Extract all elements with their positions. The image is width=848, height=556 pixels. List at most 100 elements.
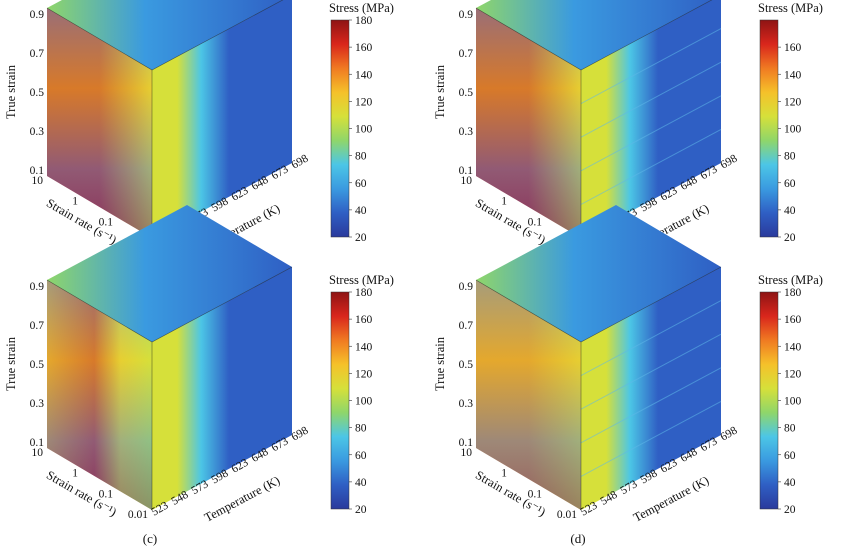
strain-band-line bbox=[580, 95, 722, 172]
colorbar-tick-label: 80 bbox=[784, 423, 796, 435]
z-axis-label: True strain bbox=[4, 336, 18, 391]
colorbar-tick-label: 20 bbox=[355, 504, 367, 516]
z-tick-label: 0.9 bbox=[459, 281, 474, 293]
colorbar-title: Stress (MPa) bbox=[329, 273, 394, 287]
strain-band-line bbox=[580, 300, 722, 377]
y-tick-label: 0.01 bbox=[557, 509, 577, 521]
z-tick-label: 0.7 bbox=[459, 48, 474, 60]
colorbar-tick-label: 120 bbox=[355, 368, 373, 380]
colorbar-tick-label: 140 bbox=[355, 341, 373, 353]
panel-label: (d) bbox=[570, 531, 585, 546]
colorbar-tick-label: 120 bbox=[784, 368, 802, 380]
y-tick-label: 0.1 bbox=[99, 488, 114, 500]
z-tick-label: 0.3 bbox=[30, 126, 45, 138]
colorbar bbox=[330, 19, 350, 238]
colorbar-tick-label: 60 bbox=[784, 178, 796, 190]
x-tick-label: 698 bbox=[290, 152, 311, 171]
colorbar-tick-label: 40 bbox=[355, 477, 367, 489]
top-face bbox=[476, 205, 721, 342]
strain-band-line bbox=[580, 367, 722, 444]
colorbar-tick-label: 140 bbox=[355, 69, 373, 81]
front-face bbox=[152, 267, 292, 510]
colorbar-tick-label: 140 bbox=[784, 69, 802, 81]
z-tick-label: 0.9 bbox=[30, 9, 45, 21]
z-tick-label: 0.1 bbox=[30, 165, 45, 177]
z-tick-label: 0.3 bbox=[459, 126, 474, 138]
z-axis-label: True strain bbox=[4, 64, 18, 119]
z-tick-label: 0.5 bbox=[459, 359, 474, 371]
strain-band-line bbox=[580, 333, 722, 410]
z-tick-label: 0.5 bbox=[459, 87, 474, 99]
y-tick-label: 10 bbox=[32, 175, 44, 187]
colorbar-tick-label: 160 bbox=[355, 314, 373, 326]
colorbar-tick-label: 40 bbox=[784, 205, 796, 217]
colorbar-title: Stress (MPa) bbox=[329, 1, 394, 15]
z-tick-label: 0.3 bbox=[30, 398, 45, 410]
left-face-shade bbox=[476, 8, 581, 238]
front-face bbox=[581, 0, 721, 238]
y-tick-label: 0.1 bbox=[528, 216, 543, 228]
left-face-shade bbox=[476, 280, 581, 510]
colorbar-tick-label: 40 bbox=[355, 205, 367, 217]
colorbar-tick-label: 180 bbox=[784, 287, 802, 299]
x-tick-label: 698 bbox=[290, 424, 311, 443]
y-tick-label: 1 bbox=[501, 468, 507, 480]
colorbar-tick-label: 120 bbox=[355, 96, 373, 108]
z-tick-label: 0.7 bbox=[30, 320, 45, 332]
x-tick-label: 698 bbox=[719, 152, 740, 171]
z-tick-label: 0.5 bbox=[30, 87, 45, 99]
colorbar-tick-label: 20 bbox=[784, 504, 796, 516]
colorbar-title: Stress (MPa) bbox=[758, 1, 823, 15]
strain-band-line bbox=[580, 61, 722, 138]
colorbar-tick-label: 60 bbox=[784, 450, 796, 462]
colorbar-tick-label: 100 bbox=[355, 124, 373, 136]
y-tick-label: 1 bbox=[501, 196, 507, 208]
z-tick-label: 0.9 bbox=[459, 9, 474, 21]
y-tick-label: 10 bbox=[461, 175, 473, 187]
z-axis-label: True strain bbox=[433, 64, 447, 119]
z-tick-label: 0.9 bbox=[30, 281, 45, 293]
colorbar bbox=[759, 291, 779, 510]
colorbar-tick-label: 60 bbox=[355, 450, 367, 462]
colorbar-tick-label: 20 bbox=[355, 232, 367, 244]
left-face-shade bbox=[47, 8, 152, 238]
z-tick-label: 0.1 bbox=[30, 437, 45, 449]
colorbar-tick-label: 180 bbox=[355, 15, 373, 27]
colorbar-tick-label: 180 bbox=[355, 287, 373, 299]
z-axis-label: True strain bbox=[433, 336, 447, 391]
top-face bbox=[47, 0, 283, 70]
front-face bbox=[152, 0, 292, 238]
front-face bbox=[581, 267, 721, 510]
strain-band-line bbox=[580, 128, 722, 205]
z-tick-label: 0.5 bbox=[30, 359, 45, 371]
top-face bbox=[47, 205, 292, 342]
colorbar bbox=[759, 19, 779, 238]
colorbar-tick-label: 20 bbox=[784, 232, 796, 244]
z-tick-label: 0.1 bbox=[459, 437, 474, 449]
top-face bbox=[476, 0, 712, 70]
colorbar-tick-label: 80 bbox=[355, 151, 367, 163]
colorbar-tick-label: 160 bbox=[784, 42, 802, 54]
colorbar-tick-label: 120 bbox=[784, 96, 802, 108]
colorbar-tick-label: 160 bbox=[784, 314, 802, 326]
colorbar-tick-label: 80 bbox=[355, 423, 367, 435]
strain-band-line bbox=[580, 400, 722, 477]
colorbar bbox=[330, 291, 350, 510]
panel-label: (c) bbox=[143, 531, 157, 546]
y-tick-label: 0.01 bbox=[128, 509, 148, 521]
y-tick-label: 0.1 bbox=[99, 216, 114, 228]
colorbar-tick-label: 160 bbox=[355, 42, 373, 54]
z-tick-label: 0.1 bbox=[459, 165, 474, 177]
colorbar-tick-label: 40 bbox=[784, 477, 796, 489]
y-tick-label: 10 bbox=[461, 447, 473, 459]
colorbar-tick-label: 100 bbox=[355, 396, 373, 408]
colorbar-title: Stress (MPa) bbox=[758, 273, 823, 287]
x-tick-label: 698 bbox=[719, 424, 740, 443]
colorbar-tick-label: 140 bbox=[784, 341, 802, 353]
strain-band-line bbox=[580, 28, 722, 105]
y-tick-label: 10 bbox=[32, 447, 44, 459]
colorbar-tick-label: 100 bbox=[784, 124, 802, 136]
